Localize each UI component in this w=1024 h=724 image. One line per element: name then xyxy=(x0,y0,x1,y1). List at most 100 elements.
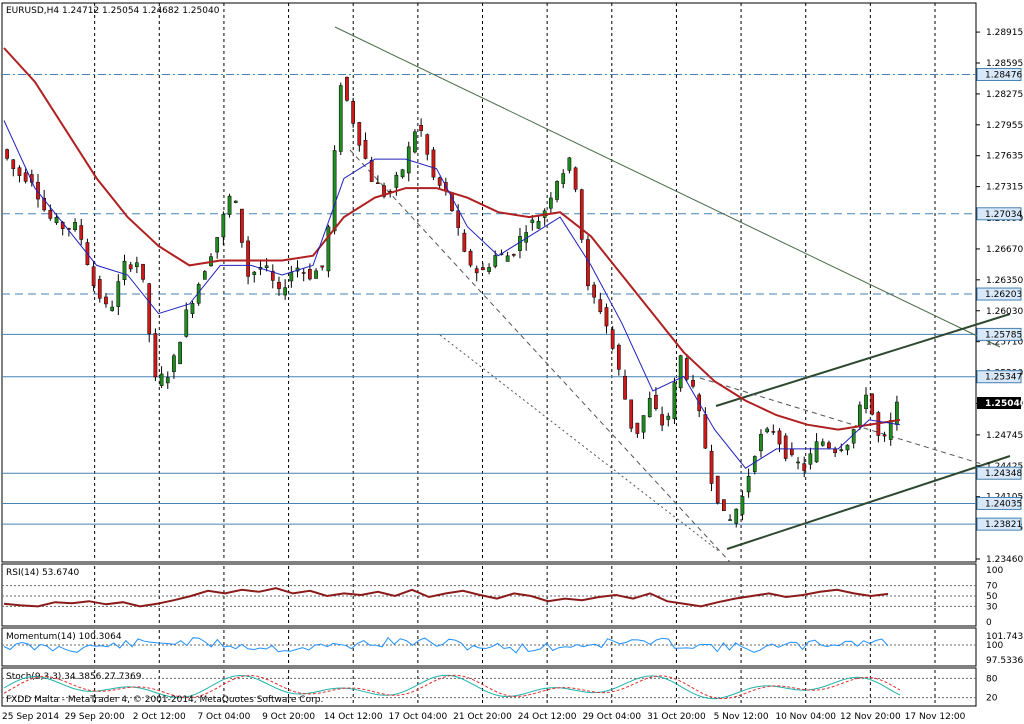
trendline-dashed-1[interactable] xyxy=(349,149,731,563)
level-tag-label: 1.24035 xyxy=(985,499,1022,509)
candle-bear xyxy=(691,380,695,387)
channel-bottom[interactable] xyxy=(726,455,1011,550)
candle-bear xyxy=(827,442,831,449)
trendline-dotted-2[interactable] xyxy=(439,334,721,553)
time-tick-label: 29 Oct 04:00 xyxy=(582,712,641,722)
candle-bull xyxy=(536,220,541,229)
candle-bull xyxy=(159,373,164,386)
level-tag-label: 1.25785 xyxy=(985,330,1022,340)
price-tick-label: 1.28595 xyxy=(986,59,1023,69)
candle-bear xyxy=(23,172,28,182)
rsi-level-label: 70 xyxy=(986,582,998,592)
price-tick-label: 1.26670 xyxy=(986,245,1023,255)
channel-top[interactable] xyxy=(715,313,1011,407)
candle-bull xyxy=(394,174,399,188)
candle-bear xyxy=(511,254,516,256)
candle-bull xyxy=(845,444,850,451)
momentum-panel-frame xyxy=(1,627,977,667)
level-tag-label: 1.25347 xyxy=(985,373,1022,383)
symbol-header: EURUSD,H4 1.24712 1.25054 1.24682 1.2504… xyxy=(6,6,220,16)
sma-fast-line xyxy=(3,120,901,469)
rsi-panel-frame xyxy=(1,563,977,627)
time-tick-label: 17 Oct 04:00 xyxy=(389,712,448,722)
trendline-upper[interactable] xyxy=(334,26,1001,348)
candle-bull xyxy=(820,441,825,446)
candle-bear xyxy=(419,124,423,131)
candle-bear xyxy=(604,307,609,327)
candle-bull xyxy=(567,157,572,171)
momentum-label: Momentum(14) 100.3064 xyxy=(6,632,122,642)
candle-bear xyxy=(715,475,720,504)
candle-bear xyxy=(308,269,312,280)
trendline-dashed-3[interactable] xyxy=(699,377,986,466)
candle-bull xyxy=(227,195,232,215)
stoch-level-label: 20 xyxy=(986,694,998,704)
stoch-levels: 80 20 xyxy=(2,674,998,704)
candle-bear xyxy=(431,149,436,178)
candle-bull xyxy=(752,456,757,472)
candle-bull xyxy=(487,267,491,272)
candle-bear xyxy=(579,189,584,240)
candle-bull xyxy=(172,355,176,372)
candle-bear xyxy=(42,198,47,211)
candle-bull xyxy=(289,272,294,282)
momentum-level-label: 97.5336 xyxy=(986,656,1023,666)
candle-bear xyxy=(437,177,442,186)
price-tick-label: 1.26030 xyxy=(986,307,1023,317)
candle-bull xyxy=(54,216,59,224)
candle-bull xyxy=(252,271,257,275)
candle-bear xyxy=(660,414,664,426)
candle-bear xyxy=(104,296,108,305)
candle-bear xyxy=(357,122,362,146)
candle-bear xyxy=(301,272,306,274)
level-tag xyxy=(976,517,1022,531)
price-tick-label: 1.27635 xyxy=(986,152,1023,162)
candle-bull xyxy=(641,415,646,433)
candle-bull xyxy=(493,255,498,267)
time-tick-label: 31 Oct 20:00 xyxy=(647,712,706,722)
candle-bear xyxy=(481,267,485,271)
candle-bull xyxy=(672,382,677,420)
price-tick-label: 1.28915 xyxy=(986,28,1023,38)
candle-bull xyxy=(734,508,739,524)
candle-bear xyxy=(456,210,461,228)
candle-bear xyxy=(17,167,22,176)
candle-bear xyxy=(802,463,807,471)
candle-bear xyxy=(351,101,355,124)
time-tick-label: 9 Oct 20:00 xyxy=(262,712,315,722)
candle-bear xyxy=(771,431,776,433)
candle-bull xyxy=(332,150,337,232)
candle-bull xyxy=(215,237,220,253)
candle-bear xyxy=(128,264,133,270)
trendlines xyxy=(334,26,1011,563)
stoch-signal-line xyxy=(3,674,901,700)
candle-bull xyxy=(796,461,800,464)
candle-bull xyxy=(647,398,652,418)
price-tick-label: 1.26350 xyxy=(986,276,1023,286)
price-tick-label: 1.27315 xyxy=(986,183,1023,193)
candle-bear xyxy=(474,268,479,274)
candle-bull xyxy=(555,181,559,200)
stoch-main-line xyxy=(3,674,901,700)
time-tick-label: 7 Oct 04:00 xyxy=(197,712,250,722)
level-tag xyxy=(976,67,1022,81)
candle-bull xyxy=(326,226,331,272)
candle-bear xyxy=(375,182,380,184)
level-tag xyxy=(976,496,1022,510)
time-tick-label: 17 Nov 12:00 xyxy=(905,712,966,722)
candle-bull xyxy=(413,131,417,153)
candle-bear xyxy=(147,283,152,334)
candle-bear xyxy=(97,279,102,299)
rsi-level-label: 50 xyxy=(986,592,998,602)
candle-bull xyxy=(678,355,683,389)
vertical-gridlines xyxy=(94,3,936,704)
candle-bull xyxy=(740,496,745,515)
footer-copyright: FXDD Malta - MetaTrader 4, © 2001-2014, … xyxy=(6,695,323,705)
candle-bear xyxy=(654,394,658,409)
candle-bear xyxy=(345,77,349,101)
candle-bull xyxy=(808,453,813,465)
candle-bear xyxy=(11,159,16,169)
candle-bear xyxy=(369,159,374,182)
